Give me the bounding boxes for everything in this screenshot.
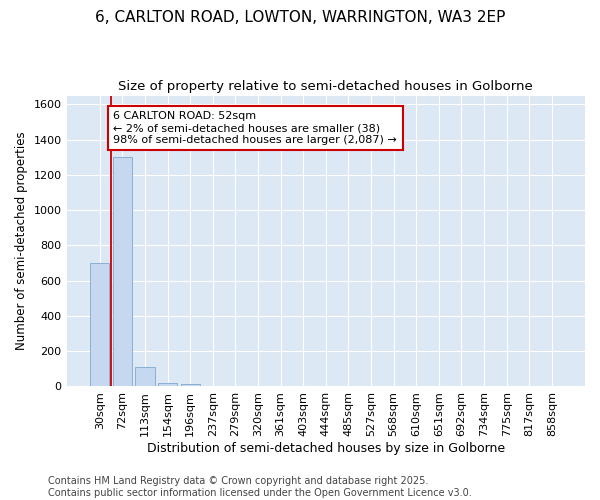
Bar [113,158,132,386]
Text: 6, CARLTON ROAD, LOWTON, WARRINGTON, WA3 2EP: 6, CARLTON ROAD, LOWTON, WARRINGTON, WA3… [95,10,505,25]
Bar [158,383,177,386]
X-axis label: Distribution of semi-detached houses by size in Golborne: Distribution of semi-detached houses by … [147,442,505,455]
Text: 6 CARLTON ROAD: 52sqm
← 2% of semi-detached houses are smaller (38)
98% of semi-: 6 CARLTON ROAD: 52sqm ← 2% of semi-detac… [113,112,397,144]
Y-axis label: Number of semi-detached properties: Number of semi-detached properties [15,132,28,350]
Bar [181,384,200,386]
Bar [136,367,155,386]
Bar [90,263,109,386]
Text: Contains HM Land Registry data © Crown copyright and database right 2025.
Contai: Contains HM Land Registry data © Crown c… [48,476,472,498]
Title: Size of property relative to semi-detached houses in Golborne: Size of property relative to semi-detach… [118,80,533,93]
